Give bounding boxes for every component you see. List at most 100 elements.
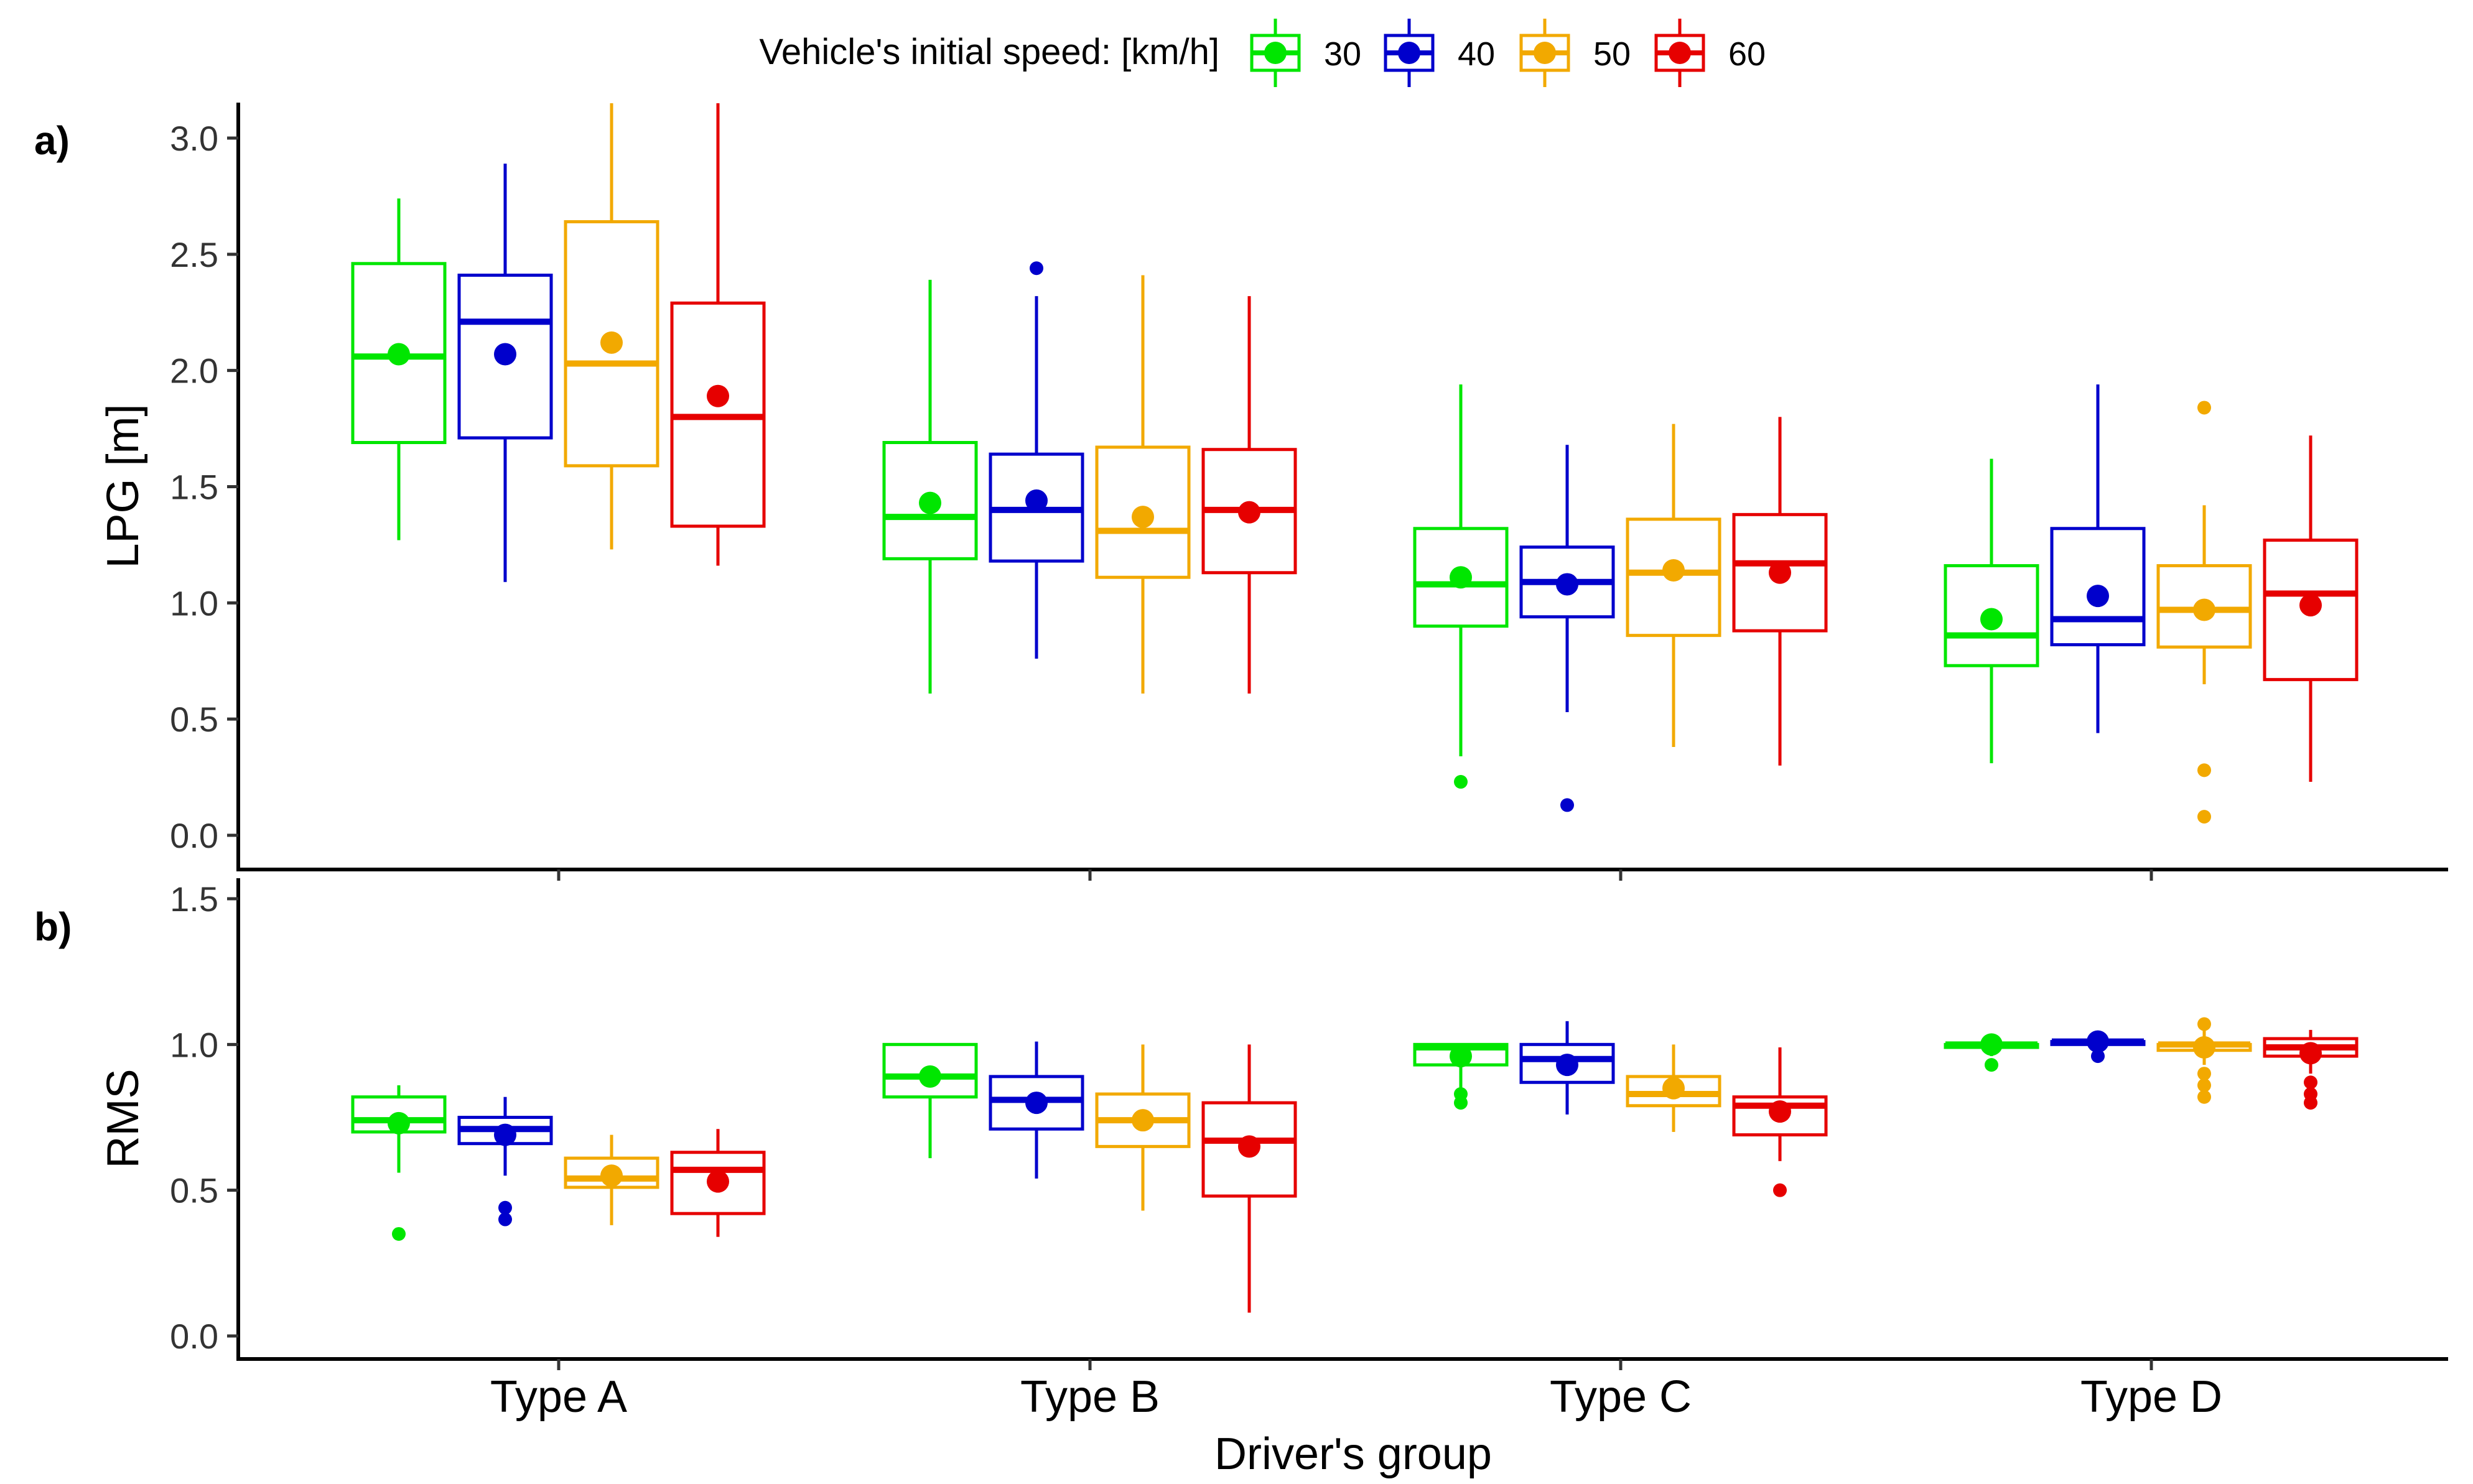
box-30-type-a (351, 1085, 447, 1241)
box-30-type-a (351, 198, 447, 540)
outlier-point (1454, 1087, 1468, 1101)
mean-point (1132, 506, 1154, 529)
mean-point (1980, 608, 2003, 631)
mean-point (1132, 1109, 1154, 1132)
mean-point (1980, 1033, 2003, 1056)
mean-point (1769, 1100, 1791, 1123)
panel-a-lpg: 0.0 0.5 1.0 1.5 2.0 2.5 3.0 a) LPG [m] (34, 103, 2448, 881)
legend-item-50: 50 (1519, 19, 1631, 87)
box-40-type-d (2050, 384, 2146, 733)
box-60-type-b (1201, 296, 1297, 694)
box-50-type-c (1626, 424, 1721, 748)
mean-point (707, 384, 729, 407)
outlier-point (2197, 1017, 2211, 1031)
legend-label: 40 (1458, 35, 1495, 73)
box-30-type-b (882, 279, 978, 694)
mean-point (2299, 1042, 2322, 1065)
mean-point (1025, 489, 1048, 512)
x-tick-label: Type C (1550, 1372, 1692, 1422)
legend-item-30: 30 (1250, 19, 1361, 87)
box-50-type-c (1626, 1044, 1721, 1132)
plot-area (351, 1017, 2359, 1313)
mean-point (1450, 566, 1472, 589)
legend-label: 50 (1593, 35, 1631, 73)
legend-key-point (1669, 42, 1691, 64)
y-tick-label: 3.0 (170, 119, 218, 158)
y-tick-label: 0.0 (170, 1317, 218, 1356)
x-axis-title: Driver's group (1214, 1429, 1492, 1479)
mean-point (388, 1111, 410, 1134)
outlier-point (1773, 1183, 1787, 1197)
x-tick-label: Type A (490, 1372, 627, 1422)
outlier-point (2197, 401, 2211, 415)
x-tick-label: Type B (1020, 1372, 1160, 1422)
outlier-point (1560, 798, 1574, 812)
outlier-point (2304, 1096, 2317, 1110)
legend-items: 30 40 50 60 (1250, 19, 1766, 87)
legend-label: 60 (1728, 35, 1766, 73)
outlier-point (392, 1227, 406, 1241)
y-tick-label: 1.5 (170, 879, 218, 919)
outlier-point (2197, 1090, 2211, 1104)
y-tick-label: 1.0 (170, 1025, 218, 1064)
mean-point (1238, 501, 1260, 524)
legend-key-point (1398, 42, 1420, 64)
y-tick-label: 0.0 (170, 816, 218, 855)
box-50-type-d (2156, 401, 2252, 824)
box-30-type-d (1944, 458, 2039, 764)
legend: Vehicle's initial speed: [km/h] 30 40 50 60 (759, 19, 1766, 87)
outlier-point (2091, 1049, 2105, 1064)
mean-point (1450, 1045, 1472, 1068)
outlier-point (2197, 1078, 2211, 1092)
mean-point (2193, 598, 2215, 621)
box-40-type-d (2050, 1030, 2146, 1064)
mean-point (494, 343, 516, 366)
outlier-point (498, 1200, 512, 1215)
legend-item-60: 60 (1654, 19, 1766, 87)
mean-point (600, 1164, 623, 1187)
box-60-type-d (2263, 435, 2359, 782)
box-60-type-a (670, 103, 766, 566)
mean-point (707, 1170, 729, 1193)
mean-point (919, 1065, 941, 1088)
mean-point (2087, 1030, 2109, 1053)
box-50-type-d (2156, 1017, 2252, 1104)
legend-title: Vehicle's initial speed: [km/h] (759, 32, 1219, 72)
box-50-type-a (564, 1134, 659, 1225)
outlier-point (2197, 810, 2211, 824)
legend-key-point (1534, 42, 1556, 64)
y-axis-title: LPG [m] (98, 404, 148, 568)
y-tick-label: 1.0 (170, 583, 218, 623)
mean-point (600, 331, 623, 354)
mean-point (1662, 1077, 1685, 1100)
legend-label: 30 (1324, 35, 1361, 73)
box-60-type-a (670, 1129, 766, 1237)
y-tick-label: 1.5 (170, 468, 218, 507)
panel-tag: b) (34, 904, 72, 949)
y-tick-label: 0.5 (170, 700, 218, 739)
box-60-type-c (1732, 1047, 1828, 1197)
plot-area (351, 103, 2359, 824)
panel-tag: a) (34, 118, 70, 163)
box-40-type-b (989, 261, 1084, 659)
mean-point (1662, 559, 1685, 582)
box-iqr (1095, 445, 1191, 579)
outlier-point (2304, 1075, 2317, 1090)
x-tick-label: Type D (2080, 1372, 2222, 1422)
mean-point (2299, 594, 2322, 617)
mean-point (388, 343, 410, 366)
box-60-type-b (1201, 1044, 1297, 1313)
box-30-type-c (1413, 1042, 1509, 1110)
outlier-point (1985, 1058, 1998, 1072)
mean-point (1769, 561, 1791, 584)
legend-key-point (1264, 42, 1287, 64)
box-30-type-d (1944, 1033, 2039, 1072)
mean-point (1025, 1092, 1048, 1115)
mean-point (1556, 573, 1578, 596)
mean-point (1556, 1054, 1578, 1077)
box-60-type-d (2263, 1029, 2359, 1110)
box-60-type-c (1732, 417, 1828, 766)
y-tick-label: 2.5 (170, 235, 218, 274)
mean-point (1238, 1135, 1260, 1158)
